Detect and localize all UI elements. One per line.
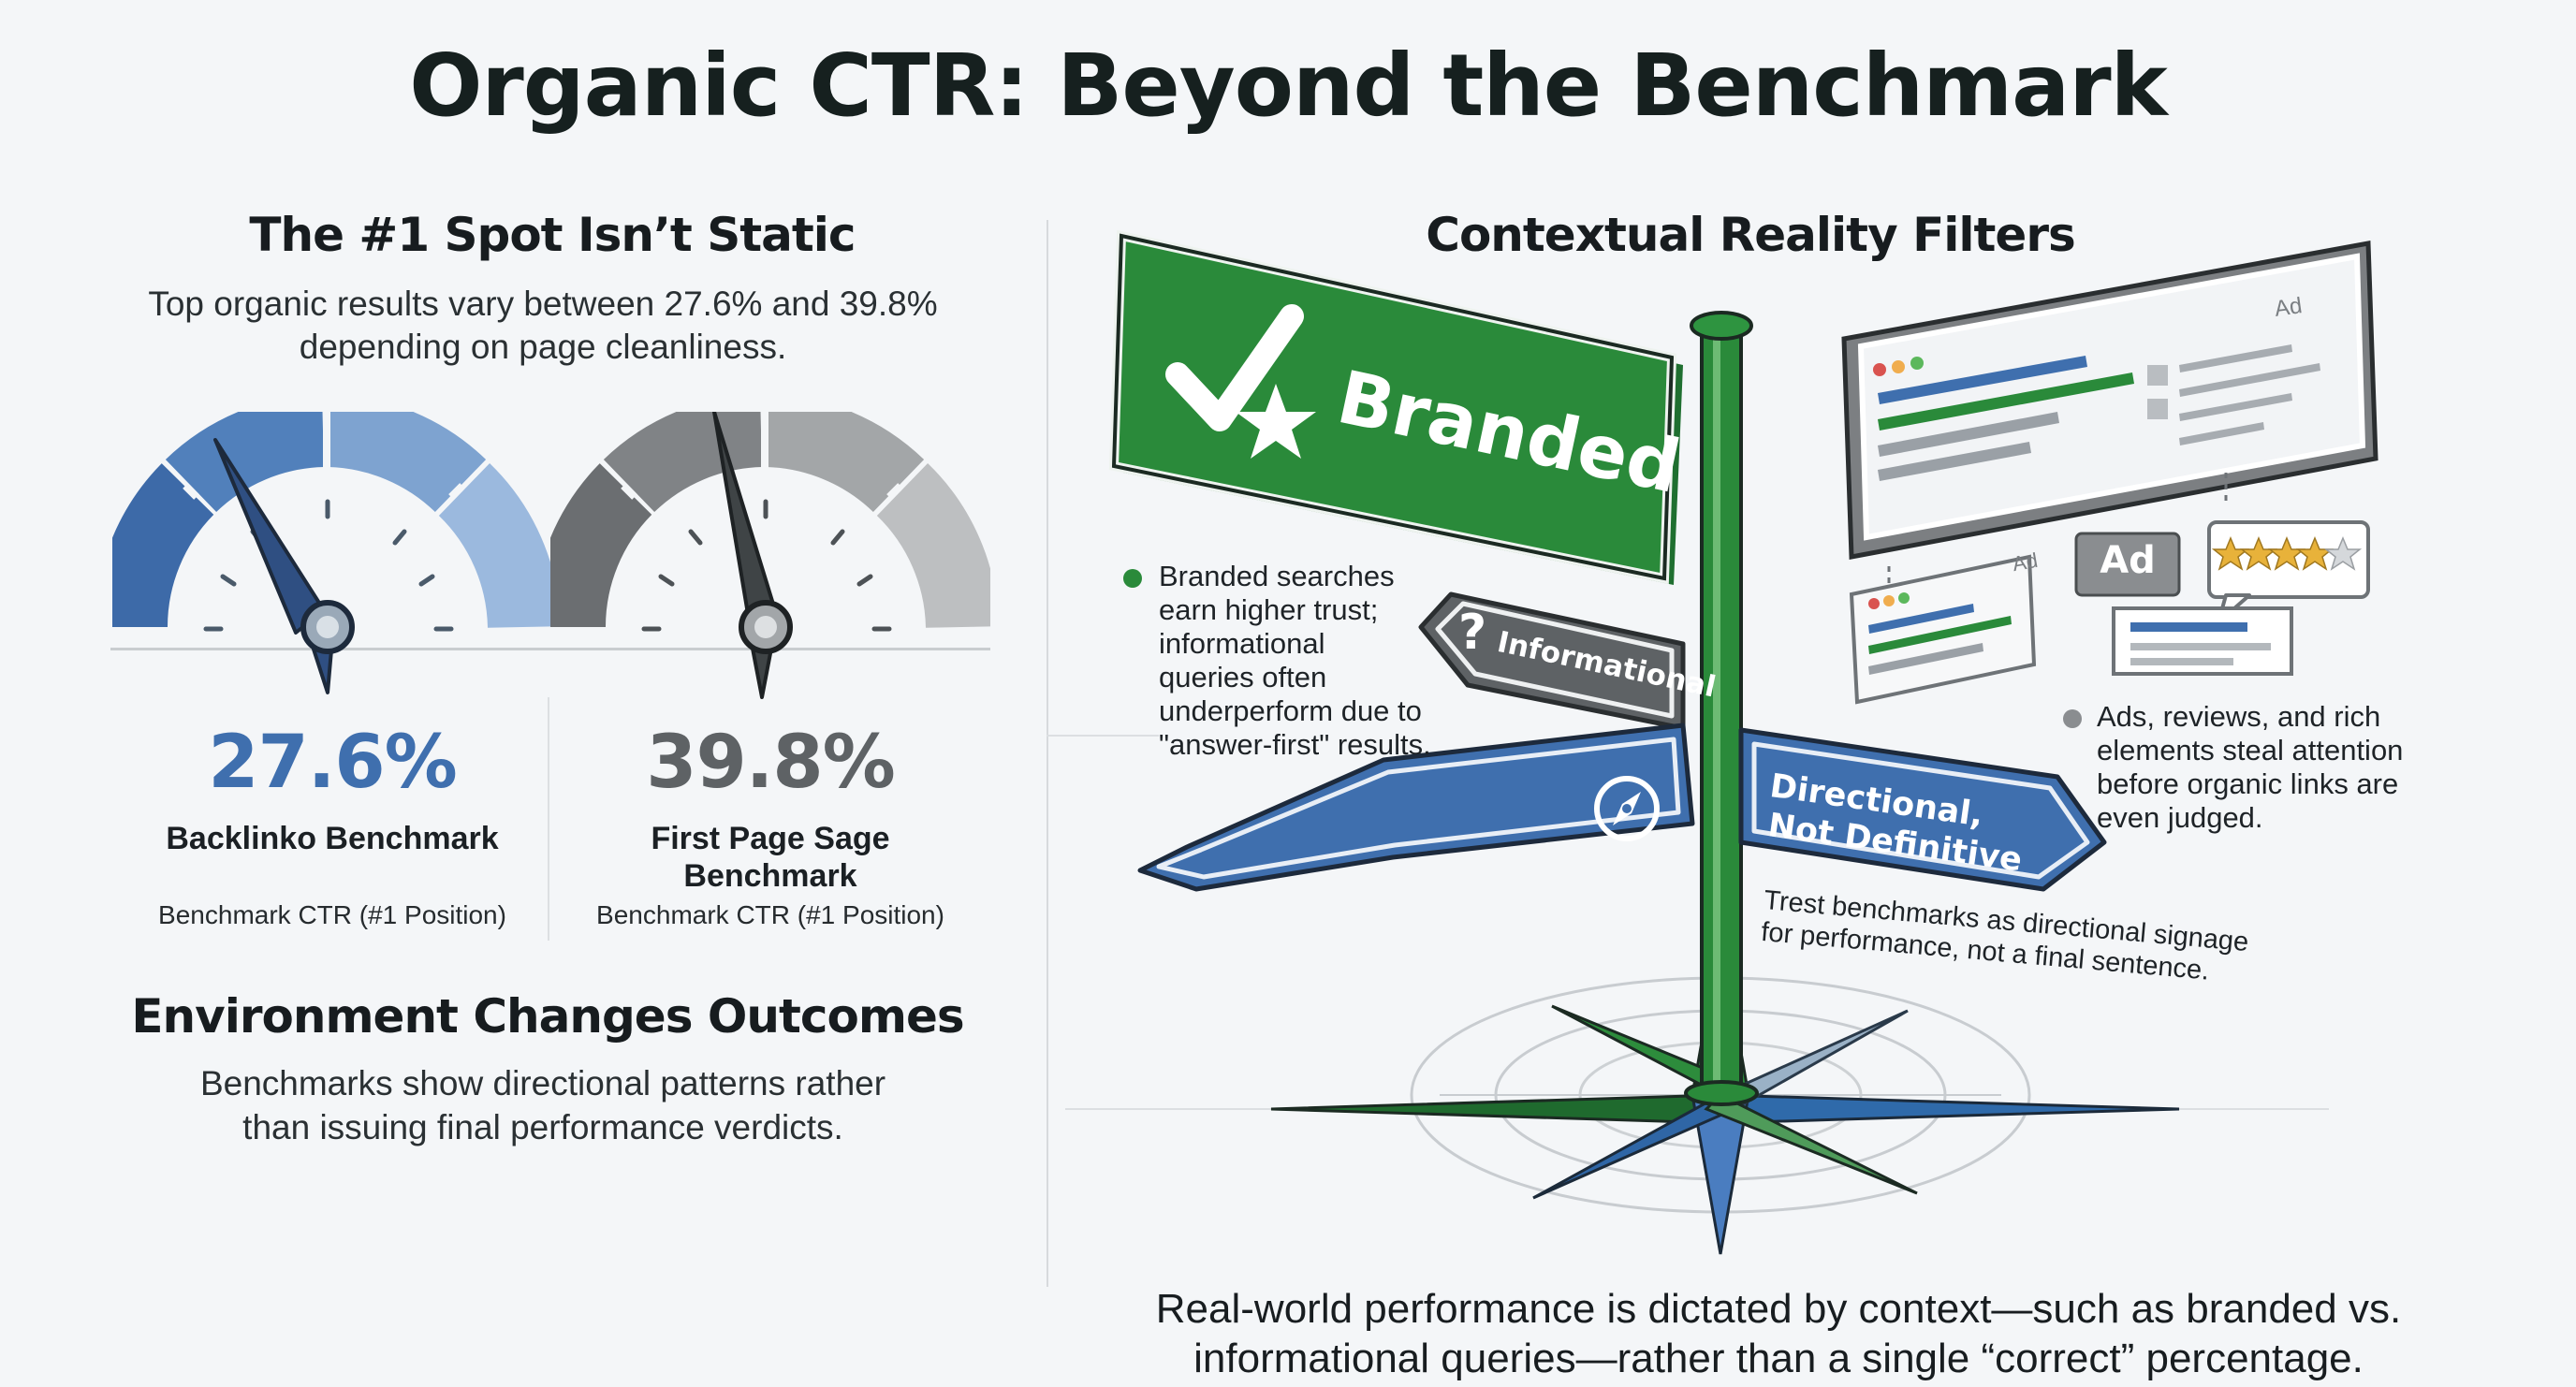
signpost-illustration (1065, 229, 2378, 1255)
section-rule (1046, 735, 1159, 737)
gauge-baseline (110, 648, 990, 650)
note-ads: Ads, reviews, and rich elements steal at… (2063, 700, 2456, 835)
branded-sign (1108, 229, 1683, 585)
gauge-needle (712, 412, 793, 699)
gauge-arc (550, 412, 990, 629)
star-rating-icon (2211, 536, 2363, 571)
gauge-needle (213, 438, 355, 694)
ad-badge-label: Ad (2100, 539, 2156, 582)
bullet-gray (2063, 709, 2082, 728)
gauge-caption-first-page-sage: Benchmark CTR (#1 Position) (596, 900, 944, 929)
gauge-separator (548, 697, 549, 941)
question-icon: ? (1458, 605, 1486, 660)
note-ads-line: elements steal attention (2097, 734, 2404, 766)
gauge-value-first-page-sage: 39.8% (646, 721, 896, 805)
gauge-ticks (203, 499, 454, 632)
left-intro-line1: Top organic results vary between 27.6% a… (148, 285, 938, 323)
directional-sign (1738, 727, 2107, 892)
note-branded-line: informational (1159, 627, 1325, 660)
gauge-caption-backlinko: Benchmark CTR (#1 Position) (158, 900, 506, 929)
note-branded-line: queries often (1159, 661, 1327, 694)
page-title: Organic CTR: Beyond the Benchmark (409, 36, 2168, 136)
ad-serp-board (1841, 241, 2378, 560)
environment-line1: Benchmarks show directional patterns rat… (199, 1064, 886, 1102)
right-heading: Contextual Reality Filters (1426, 208, 2075, 262)
vertical-divider (1046, 220, 1048, 1287)
ad-badge (2074, 532, 2181, 597)
environment-line2: than issuing final performance verdicts. (242, 1108, 843, 1146)
ad-tag-board: Ad (2273, 293, 2305, 322)
note-ads-line: even judged. (2097, 801, 2263, 834)
ad-card-small (1849, 554, 2037, 705)
note-branded: Branded searches earn higher trust; info… (1123, 560, 1460, 762)
gauge-ticks (641, 499, 892, 632)
gauge-first-page-sage (550, 412, 990, 699)
gauge-label-first-page-sage-line1: First Page Sage (651, 821, 890, 856)
note-branded-line: underperform due to (1159, 694, 1422, 727)
left-heading: The #1 Spot Isn’t Static (249, 208, 856, 262)
environment-heading: Environment Changes Outcomes (131, 989, 964, 1044)
conclusion-line2: informational queries—rather than a sing… (1193, 1336, 2364, 1381)
gauge-arc (112, 412, 552, 629)
note-branded-line: "answer-first" results. (1159, 728, 1431, 761)
bullet-green (1123, 569, 1142, 588)
gauge-backlinko (112, 412, 552, 694)
gauge-value-backlinko: 27.6% (208, 721, 458, 805)
conclusion-line1: Real-world performance is dictated by co… (1155, 1286, 2402, 1332)
check-star-icon (1165, 304, 1316, 459)
compass-icon (1594, 776, 1660, 841)
gauge-label-first-page-sage-line2: Benchmark (683, 858, 857, 894)
informational-sign (1418, 591, 1686, 731)
svg-text:?: ? (1458, 605, 1486, 660)
note-branded-line: Branded searches (1159, 560, 1395, 592)
signpost-pole (1684, 311, 1759, 1106)
left-intro-line2: depending on page cleanliness. (299, 328, 787, 366)
gauge-label-backlinko: Backlinko Benchmark (166, 821, 499, 856)
ad-tag-card: Ad (2010, 548, 2040, 577)
note-ads-line: before organic links are (2097, 767, 2399, 800)
note-ads-line: Ads, reviews, and rich (2097, 700, 2381, 733)
compass-sign (1137, 723, 1695, 892)
review-bubble (2112, 520, 2370, 676)
note-branded-line: earn higher trust; (1159, 593, 1379, 626)
